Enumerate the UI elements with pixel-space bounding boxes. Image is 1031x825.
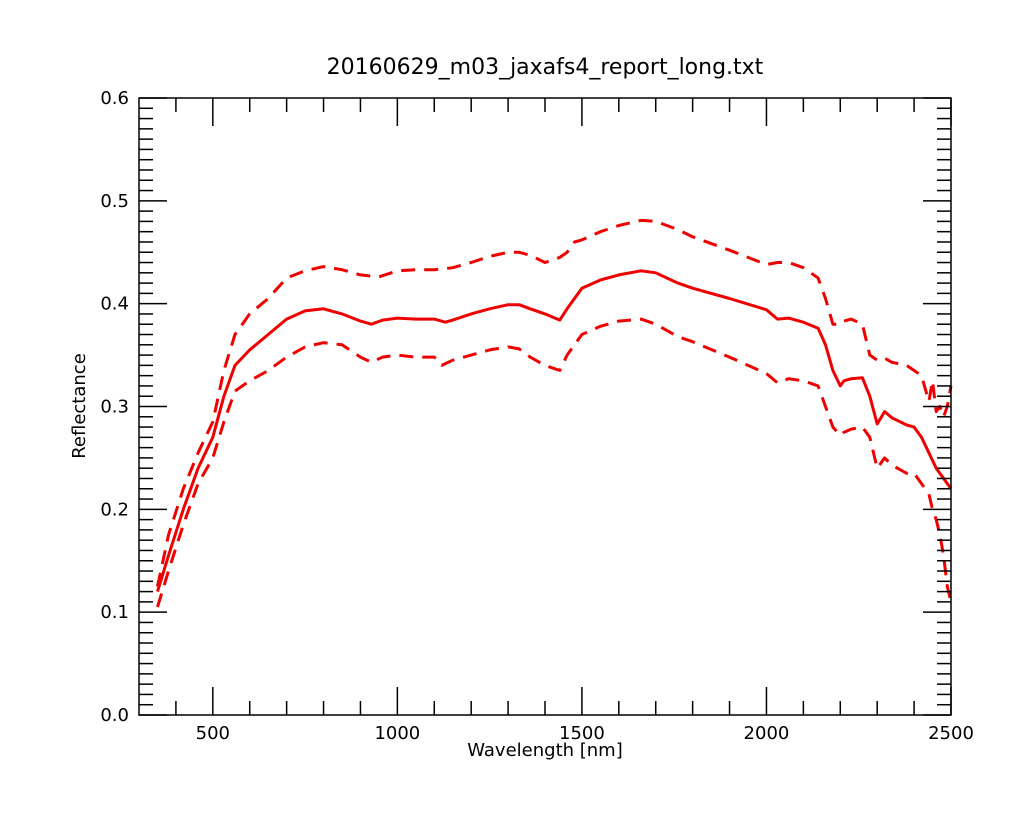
y-tick-label: 0.2 [100, 499, 129, 520]
x-tick-label: 2500 [928, 723, 974, 744]
y-tick-label: 0.6 [100, 88, 129, 109]
mean-reflectance-line [156, 269, 953, 593]
x-tick-label: 1000 [374, 723, 420, 744]
x-axis-label: Wavelength [nm] [467, 740, 623, 761]
y-tick-label: 0.3 [100, 397, 129, 418]
x-tick-label: 500 [196, 723, 230, 744]
y-tick-label: 0.0 [100, 705, 129, 726]
y-axis-label: Reflectance [69, 353, 90, 459]
plot-frame [138, 97, 952, 716]
y-tick-label: 0.5 [100, 191, 129, 212]
x-tick-label: 1500 [559, 723, 605, 744]
lower-bound-dashed-line [156, 317, 953, 608]
y-tick-label: 0.4 [100, 294, 129, 315]
y-tick-label: 0.1 [100, 602, 129, 623]
x-tick-label: 2000 [744, 723, 790, 744]
series-layer [156, 218, 953, 608]
upper-bound-dashed-line [156, 218, 953, 587]
chart-title: 20160629_m03_jaxafs4_report_long.txt [327, 55, 764, 80]
tick-layer: 500 1000 1500 2000 2500 0.0 0.1 0.2 0.3 0.4 0.5 0.6 [100, 88, 974, 744]
